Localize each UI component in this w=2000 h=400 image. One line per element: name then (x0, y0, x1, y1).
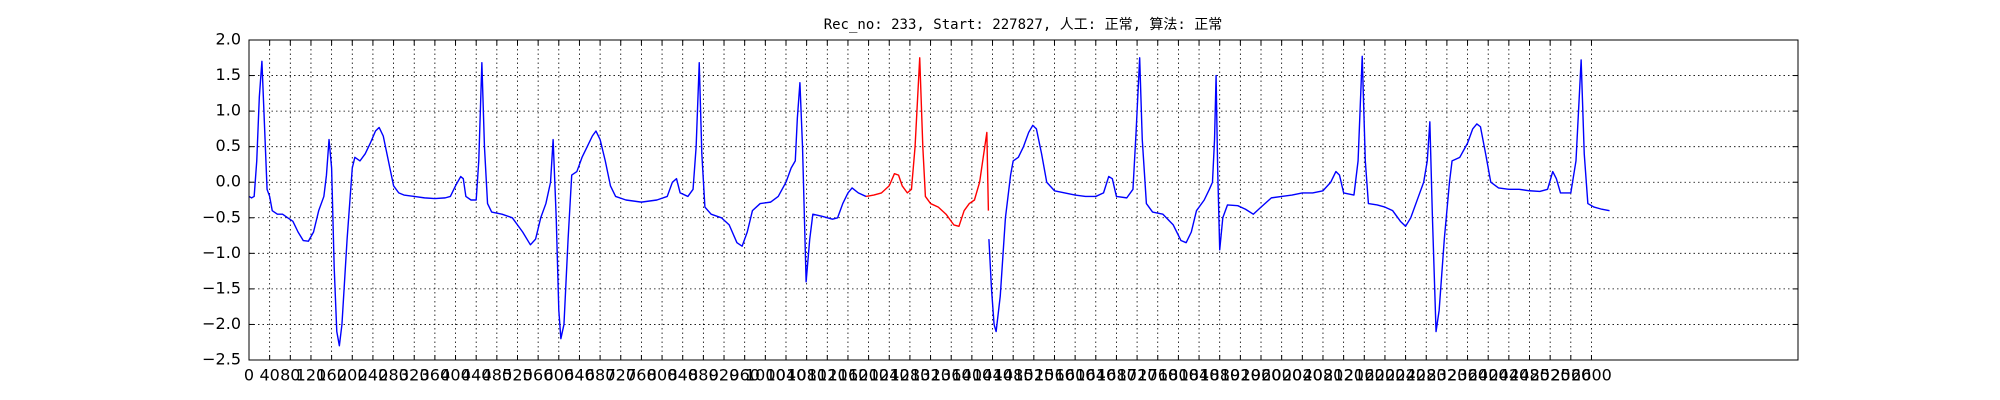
y-tick-label: 0.5 (216, 136, 241, 155)
x-tick-label: 2600 (1571, 366, 1612, 385)
ecg-line (248, 55, 1610, 347)
y-tick-label: 2.0 (216, 30, 241, 49)
x-tick-label: 1280 (890, 366, 931, 385)
x-tick-label: 1800 (1158, 366, 1199, 385)
x-tick-label: 1080 (786, 366, 827, 385)
x-tick-label: 1120 (807, 366, 848, 385)
x-tick-label: 1520 (1013, 366, 1054, 385)
x-tick-label: 1360 (931, 366, 972, 385)
x-tick-label: 1600 (1055, 366, 1096, 385)
x-tick-label: 2320 (1427, 366, 1468, 385)
y-tick-label: −1.5 (202, 278, 241, 297)
x-tick-label: 640 (564, 366, 595, 385)
y-tick-label: 1.0 (216, 101, 241, 120)
y-tick-label: −0.5 (202, 207, 241, 226)
y-tick-label: −2.5 (202, 350, 241, 369)
chart-title: Rec_no: 233, Start: 227827, 人工: 正常, 算法: … (824, 17, 1223, 33)
x-tick-label: 120 (296, 366, 327, 385)
x-tick-label: 1960 (1241, 366, 1282, 385)
x-tick-label: 240 (358, 366, 389, 385)
x-tick-label: 160 (316, 366, 347, 385)
x-tick-label: 1240 (869, 366, 910, 385)
y-tick-label: 0.0 (216, 172, 241, 191)
x-tick-label: 0 (244, 366, 254, 385)
x-tick-label: 2120 (1323, 366, 1364, 385)
x-tick-label: 1160 (828, 366, 869, 385)
x-tick-label: 280 (378, 366, 409, 385)
x-tick-label: 680 (585, 366, 616, 385)
x-tick-label: 1000 (745, 366, 786, 385)
x-tick-label: 720 (605, 366, 636, 385)
x-tick-label: 520 (502, 366, 533, 385)
x-tick-label: 2080 (1303, 366, 1344, 385)
x-tick-label: 1480 (993, 366, 1034, 385)
x-tick-label: 1200 (848, 366, 889, 385)
x-tick-label: 360 (420, 366, 451, 385)
x-tick-label: 2560 (1550, 366, 1591, 385)
x-tick-label: 1400 (952, 366, 993, 385)
x-tick-label: 1440 (972, 366, 1013, 385)
x-tick-label: 440 (461, 366, 492, 385)
x-tick-label: 920 (709, 366, 740, 385)
plot-frame (248, 39, 1799, 361)
x-tick-label: 880 (688, 366, 719, 385)
y-tick-label: −1.0 (202, 243, 241, 262)
x-tick-label: 80 (280, 366, 300, 385)
x-tick-label: 960 (729, 366, 760, 385)
x-tick-label: 2160 (1344, 366, 1385, 385)
x-tick-label: 2480 (1509, 366, 1550, 385)
x-tick-label: 2000 (1261, 366, 1302, 385)
y-tick-label: 1.5 (216, 65, 241, 84)
x-tick-label: 1840 (1179, 366, 1220, 385)
y-tick-label: −2.0 (202, 314, 241, 333)
x-tick-label: 760 (626, 366, 657, 385)
x-tick-label: 2240 (1385, 366, 1426, 385)
x-tick-label: 2440 (1488, 366, 1529, 385)
x-tick-label: 2040 (1282, 366, 1323, 385)
x-tick-label: 1720 (1117, 366, 1158, 385)
x-tick-label: 200 (337, 366, 368, 385)
ecg-line (865, 57, 990, 228)
x-tick-label: 2200 (1365, 366, 1406, 385)
x-tick-label: 800 (647, 366, 678, 385)
x-tick-label: 480 (482, 366, 513, 385)
x-tick-label: 1320 (910, 366, 951, 385)
x-tick-label: 1040 (766, 366, 807, 385)
x-tick-label: 1760 (1137, 366, 1178, 385)
x-tick-label: 560 (523, 366, 554, 385)
x-tick-label: 2520 (1530, 366, 1571, 385)
x-tick-label: 2280 (1406, 366, 1447, 385)
x-tick-label: 1920 (1220, 366, 1261, 385)
x-tick-label: 840 (667, 366, 698, 385)
x-tick-label: 600 (544, 366, 575, 385)
x-tick-label: 40 (259, 366, 279, 385)
x-tick-label: 2400 (1468, 366, 1509, 385)
x-tick-label: 1640 (1075, 366, 1116, 385)
x-tick-label: 400 (440, 366, 471, 385)
x-tick-label: 1560 (1034, 366, 1075, 385)
x-tick-label: 2360 (1447, 366, 1488, 385)
x-tick-label: 1880 (1199, 366, 1240, 385)
x-tick-label: 1680 (1096, 366, 1137, 385)
x-tick-label: 320 (399, 366, 430, 385)
